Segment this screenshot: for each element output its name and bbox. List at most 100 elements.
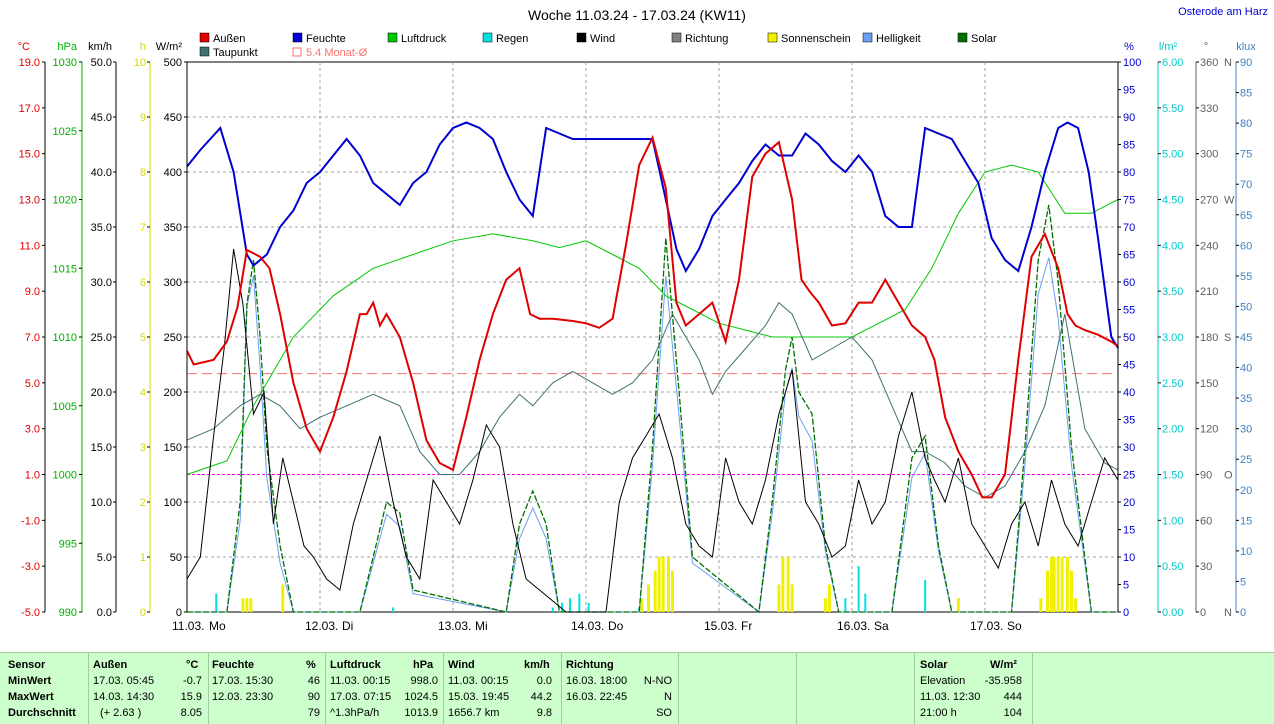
axis-tick-label: 360 bbox=[1200, 57, 1218, 69]
axis-tick-label: 65 bbox=[1123, 250, 1135, 262]
legend-label: Sonnenschein bbox=[781, 33, 851, 45]
axis-tick-label: 75 bbox=[1123, 195, 1135, 207]
axis-tick-label: 85 bbox=[1240, 88, 1252, 100]
axis-tick-label: 80 bbox=[1123, 167, 1135, 179]
x-weekday-label: Fr bbox=[741, 619, 752, 633]
axis-tick-label: 2.00 bbox=[1162, 424, 1183, 436]
axis-tick-label: 45.0 bbox=[91, 112, 112, 124]
weather-week-chart: -5.0-3.0-1.01.03.05.07.09.011.013.015.01… bbox=[18, 6, 1268, 633]
druck-time: 17.03. 07:15 bbox=[330, 691, 392, 703]
sunshine-bar bbox=[1069, 570, 1073, 612]
axis-tick-label: 70 bbox=[1240, 179, 1252, 191]
axis-tick-label: 60 bbox=[1123, 277, 1135, 289]
axis-tick-label: 0 bbox=[1200, 607, 1206, 619]
axis-tick-label: 55 bbox=[1240, 271, 1252, 283]
axis-tick-label: 240 bbox=[1200, 240, 1218, 252]
axis-tick-label: 330 bbox=[1200, 103, 1218, 115]
table-divider bbox=[1032, 652, 1033, 724]
axis-tick-label: 1025 bbox=[53, 126, 77, 138]
axis-unit-label: klux bbox=[1236, 41, 1256, 53]
axis-unit-label: l/m² bbox=[1159, 41, 1178, 53]
wind-value: 44.2 bbox=[530, 691, 552, 703]
rain-bar bbox=[392, 607, 395, 612]
solar-line bbox=[187, 204, 1118, 614]
x-weekday-label: Do bbox=[608, 619, 624, 633]
axis-tick-label: 40.0 bbox=[91, 167, 112, 179]
axis-tick-label: 13.0 bbox=[19, 195, 40, 207]
sunshine-bar bbox=[1052, 557, 1056, 612]
axis-tick-label: 100 bbox=[1123, 57, 1141, 69]
rain-bar bbox=[587, 602, 590, 612]
axis-tick-label: 9 bbox=[140, 112, 146, 124]
sunshine-bar bbox=[653, 570, 657, 612]
sunshine-bar bbox=[281, 584, 285, 612]
axis-tick-label: -3.0 bbox=[21, 561, 40, 573]
axis-tick-label: 15.0 bbox=[19, 149, 40, 161]
legend-label: Wind bbox=[590, 33, 615, 45]
table-row: MaxWert 14.03. 14:30 15.9 12.03. 23:30 9… bbox=[0, 689, 1274, 705]
axis-tick-label: 0 bbox=[176, 607, 182, 619]
direction-label: W bbox=[1224, 195, 1235, 207]
x-tick-label: 15.03. bbox=[704, 619, 737, 633]
axis-tick-label: 0.0 bbox=[97, 607, 112, 619]
wind-time: 1656.7 km bbox=[448, 707, 500, 719]
axis-tick-label: 6.00 bbox=[1162, 57, 1183, 69]
x-weekday-label: Sa bbox=[874, 619, 889, 633]
summary-table: Sensor Außen °C Feuchte % Luftdruck hPa … bbox=[0, 652, 1274, 724]
axis-tick-label: 15.0 bbox=[91, 442, 112, 454]
axis-tick-label: 7 bbox=[140, 222, 146, 234]
rain-bar bbox=[844, 598, 847, 612]
axis-tick-label: 400 bbox=[164, 167, 182, 179]
axis-tick-label: 5 bbox=[1123, 580, 1129, 592]
table-header-row: Sensor Außen °C Feuchte % Luftdruck hPa … bbox=[0, 657, 1274, 673]
axis-tick-label: 300 bbox=[1200, 149, 1218, 161]
axis-tick-label: 35 bbox=[1240, 393, 1252, 405]
axis-tick-label: 1 bbox=[140, 552, 146, 564]
table-divider bbox=[325, 652, 326, 724]
sunshine-bar bbox=[777, 584, 781, 612]
axis-tick-label: 10 bbox=[134, 57, 146, 69]
x-weekday-label: Mi bbox=[475, 619, 488, 633]
solar-label: 11.03. 12:30 bbox=[920, 691, 981, 703]
axis-tick-label: 50 bbox=[1240, 301, 1252, 313]
axis-tick-label: 1005 bbox=[53, 401, 77, 413]
axis-tick-label: 1030 bbox=[53, 57, 77, 69]
axis-tick-label: 995 bbox=[59, 538, 77, 550]
rain-bar bbox=[551, 607, 554, 612]
plot-grid bbox=[186, 61, 1119, 613]
druck-time: 11.03. 00:15 bbox=[330, 675, 391, 687]
x-tick-label: 16.03. bbox=[837, 619, 870, 633]
axis-tick-label: 1020 bbox=[53, 195, 77, 207]
axis-tick-label: 65 bbox=[1240, 210, 1252, 222]
chart-legend: Außen Feuchte Luftdruck Regen Wind Richtung So… bbox=[199, 32, 997, 59]
x-weekday-label: Di bbox=[342, 619, 353, 633]
axis-tick-label: 150 bbox=[164, 442, 182, 454]
axis-tick-label: 5.0 bbox=[97, 552, 112, 564]
pressure-line bbox=[186, 164, 1119, 475]
legend-swatch bbox=[767, 32, 778, 43]
axis-tick-label: 60 bbox=[1200, 515, 1212, 527]
legend-swatch bbox=[576, 32, 587, 43]
x-weekday-label: So bbox=[1007, 619, 1022, 633]
feuchte-value: 90 bbox=[307, 691, 320, 703]
sunshine-bar bbox=[1060, 557, 1064, 612]
aussen-value: 15.9 bbox=[180, 691, 202, 703]
axis-tick-label: 45 bbox=[1123, 360, 1135, 372]
solar-label: Elevation bbox=[920, 675, 966, 687]
aussen-value: -0.7 bbox=[183, 675, 202, 687]
axis-tick-label: -1.0 bbox=[21, 515, 40, 527]
axis-tick-label: 2 bbox=[140, 497, 146, 509]
axis-tick-label: 270 bbox=[1200, 195, 1218, 207]
header-solar: Solar bbox=[920, 659, 948, 671]
axis-tick-label: 0.50 bbox=[1162, 561, 1183, 573]
axis-unit-label: h bbox=[140, 41, 146, 53]
axis-unit-label: °C bbox=[18, 41, 30, 53]
solar-value: 104 bbox=[1003, 707, 1022, 719]
axis-tick-label: 50 bbox=[170, 552, 182, 564]
sunshine-bar bbox=[1056, 557, 1060, 612]
richtung-value: SO bbox=[656, 707, 672, 719]
aussen-value: 8.05 bbox=[180, 707, 202, 719]
sunshine-bar bbox=[241, 598, 245, 612]
axis-tick-label: 75 bbox=[1240, 149, 1252, 161]
axis-tick-label: 17.0 bbox=[19, 103, 40, 115]
